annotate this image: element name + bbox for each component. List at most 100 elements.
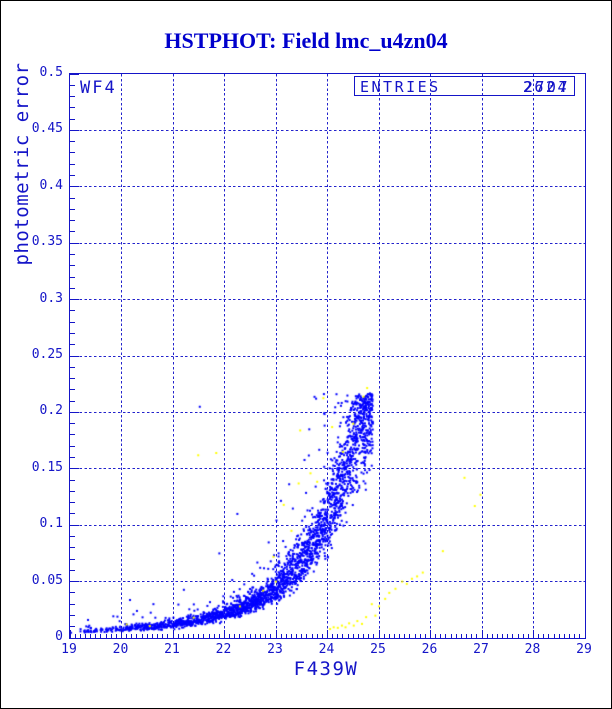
x-tick-label-24: 24 [318, 642, 335, 657]
x-minor-tick [445, 634, 447, 638]
entries-count-2: 2707 [523, 78, 570, 96]
plot-frame: WF4 ENTRIES 2624 2707 [69, 73, 586, 639]
x-minor-tick [254, 634, 256, 638]
x-minor-tick [321, 634, 323, 638]
x-minor-tick [332, 634, 334, 638]
x-minor-tick [229, 634, 231, 638]
x-minor-tick [512, 634, 514, 638]
x-minor-tick [74, 634, 76, 638]
x-minor-tick [157, 634, 159, 638]
y-minor-tick [70, 321, 75, 323]
x-minor-tick [553, 634, 555, 638]
x-minor-tick [280, 634, 282, 638]
x-major-tick [481, 630, 483, 638]
y-minor-tick [70, 423, 75, 425]
x-minor-tick [105, 634, 107, 638]
x-minor-tick [301, 634, 303, 638]
x-minor-tick [368, 634, 370, 638]
y-major-tick [70, 186, 79, 188]
y-minor-tick [70, 389, 75, 391]
x-major-tick [533, 630, 534, 638]
x-minor-tick [419, 634, 421, 638]
entries-count-1: 2624 [522, 78, 569, 96]
y-minor-tick [70, 287, 75, 289]
x-minor-tick [234, 634, 236, 638]
x-tick-label-20: 20 [112, 642, 129, 657]
y-tick-label-0.1: 0.1 [39, 516, 63, 532]
x-minor-tick [558, 634, 560, 638]
x-minor-tick [193, 634, 195, 638]
x-minor-tick [357, 634, 359, 638]
x-minor-tick [486, 634, 488, 638]
x-minor-tick [373, 634, 375, 638]
y-tick-label-0: 0 [55, 629, 63, 644]
x-minor-tick [574, 634, 576, 638]
y-tick-label-0.3: 0.3 [39, 290, 63, 306]
x-minor-tick [517, 634, 519, 638]
y-major-tick [70, 581, 79, 583]
y-tick-label-0.15: 0.15 [31, 459, 63, 475]
x-minor-tick [177, 634, 179, 638]
y-major-tick [70, 242, 79, 244]
x-minor-tick [440, 634, 442, 638]
x-tick-label-29: 29 [576, 642, 592, 657]
x-minor-tick [306, 634, 308, 638]
x-minor-tick [290, 634, 292, 638]
x-minor-tick [352, 634, 354, 638]
x-minor-tick [393, 634, 395, 638]
y-major-tick [70, 411, 79, 413]
y-minor-tick [70, 614, 75, 616]
y-minor-tick [70, 253, 75, 255]
y-tick-label-0.4: 0.4 [39, 177, 63, 193]
x-major-tick [430, 630, 431, 638]
x-minor-tick [115, 634, 117, 638]
x-minor-tick [502, 634, 504, 638]
x-minor-tick [198, 634, 200, 638]
y-minor-tick [70, 434, 75, 436]
x-minor-tick [167, 634, 169, 638]
y-major-tick [70, 73, 79, 75]
x-minor-tick [270, 634, 272, 638]
y-major-tick [70, 637, 79, 639]
y-minor-tick [70, 231, 75, 233]
x-minor-tick [260, 634, 262, 638]
x-tick-label-25: 25 [370, 642, 386, 657]
x-major-tick [378, 630, 380, 638]
x-minor-tick [213, 634, 215, 638]
y-major-tick [70, 129, 79, 131]
x-minor-tick [476, 634, 478, 638]
y-minor-tick [70, 502, 75, 504]
y-minor-tick [70, 332, 75, 334]
x-minor-tick [471, 634, 473, 638]
x-minor-tick [404, 634, 406, 638]
x-minor-tick [543, 634, 545, 638]
entries-box: ENTRIES 2624 2707 [354, 76, 575, 96]
x-tick-label-26: 26 [421, 642, 438, 657]
y-minor-tick [70, 84, 75, 86]
x-minor-tick [460, 634, 462, 638]
x-minor-tick [151, 634, 153, 638]
x-minor-tick [435, 634, 437, 638]
x-minor-tick [90, 634, 92, 638]
x-major-tick [224, 630, 225, 638]
y-major-tick [70, 355, 79, 357]
y-minor-tick [70, 513, 75, 515]
x-minor-tick [249, 634, 251, 638]
x-axis-title: F439W [293, 658, 359, 680]
y-minor-tick [70, 96, 75, 98]
x-minor-tick [187, 634, 189, 638]
x-minor-tick [496, 634, 498, 638]
x-minor-tick [316, 634, 318, 638]
y-minor-tick [70, 197, 75, 199]
x-minor-tick [491, 634, 493, 638]
y-major-tick [70, 468, 79, 470]
x-tick-label-19: 19 [61, 642, 77, 657]
y-minor-tick [70, 163, 75, 165]
x-minor-tick [182, 634, 184, 638]
y-minor-tick [70, 569, 75, 571]
x-major-tick [275, 630, 277, 638]
y-minor-tick [70, 490, 75, 492]
y-minor-tick [70, 445, 75, 447]
y-tick-label-0.45: 0.45 [31, 121, 63, 137]
